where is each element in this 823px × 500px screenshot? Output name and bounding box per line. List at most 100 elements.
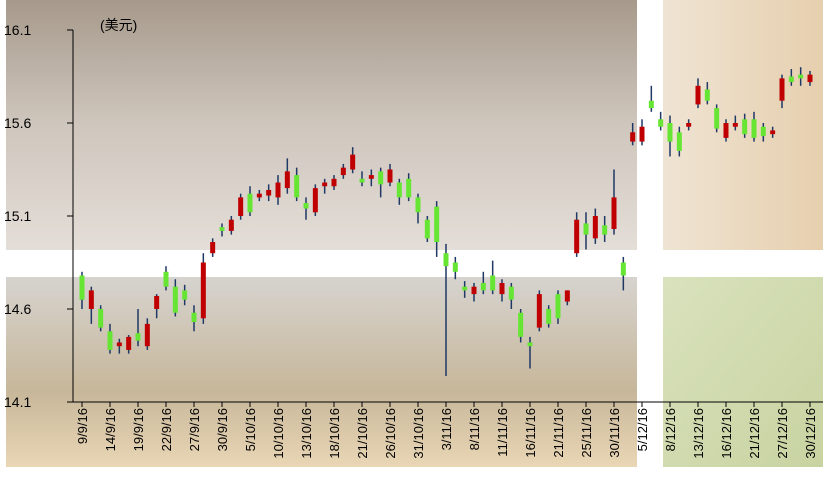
x-tick-label: 13/10/16 xyxy=(299,408,314,459)
x-tick-label: 8/12/16 xyxy=(663,408,678,451)
candle-body xyxy=(154,295,160,309)
candle-body xyxy=(583,223,589,235)
candle-body xyxy=(88,290,94,309)
candle-body xyxy=(116,342,122,347)
candle-body xyxy=(732,123,738,127)
y-tick-label: 15.6 xyxy=(4,115,31,131)
x-tick-label: 30/9/16 xyxy=(215,408,230,451)
y-tick-label: 14.6 xyxy=(4,301,31,317)
candle-body xyxy=(303,202,309,209)
x-tick-label: 21/11/16 xyxy=(551,408,566,458)
x-tick-label: 25/11/16 xyxy=(579,408,594,458)
x-tick-label: 18/10/16 xyxy=(327,408,342,459)
x-tick-label: 27/12/16 xyxy=(775,408,790,459)
candle-body xyxy=(331,178,337,187)
candle-body xyxy=(592,216,598,239)
candle-body xyxy=(630,132,636,142)
candle-body xyxy=(751,119,757,138)
x-tick-label: 21/12/16 xyxy=(747,408,762,459)
x-tick-label: 3/11/16 xyxy=(439,408,454,450)
candle-body xyxy=(480,282,486,291)
candle-body xyxy=(667,123,673,142)
candle-body xyxy=(434,206,440,243)
x-tick-label: 30/11/16 xyxy=(607,408,622,458)
candle-body xyxy=(144,323,150,347)
candle-body xyxy=(546,309,552,324)
candle-body xyxy=(611,197,617,230)
candle-body xyxy=(312,188,318,213)
candle-body xyxy=(238,197,244,216)
x-tick-label: 5/10/16 xyxy=(243,408,258,451)
x-tick-label: 9/9/16 xyxy=(75,408,90,444)
candle-body xyxy=(648,100,654,109)
candle-body xyxy=(462,286,468,291)
candle-body xyxy=(107,331,113,350)
x-tick-label: 16/12/16 xyxy=(719,408,734,459)
x-tick-label: 27/9/16 xyxy=(187,408,202,451)
candle-body xyxy=(424,219,430,239)
candle-body xyxy=(294,175,300,198)
candle-body xyxy=(686,123,692,127)
candle-body xyxy=(256,193,262,198)
candle-body xyxy=(284,171,290,189)
x-tick-label: 22/9/16 xyxy=(159,408,174,451)
candle-body xyxy=(359,178,365,183)
candle-body xyxy=(163,271,169,287)
candle-body xyxy=(658,119,664,127)
candle-body xyxy=(126,336,132,350)
x-tick-label: 19/9/16 xyxy=(131,408,146,451)
candle-body xyxy=(555,294,561,319)
candle-body xyxy=(172,286,178,313)
candle-body xyxy=(415,197,421,213)
candle-body xyxy=(322,182,328,187)
candle-body xyxy=(499,282,505,295)
candle-body xyxy=(443,253,449,267)
x-tick-label: 13/12/16 xyxy=(691,408,706,459)
candle-body xyxy=(564,290,570,302)
candle-body xyxy=(490,275,496,291)
candle-body xyxy=(527,342,533,347)
candle-body xyxy=(406,178,412,198)
candle-body xyxy=(536,294,542,328)
candle-body xyxy=(210,242,216,254)
candle-body xyxy=(695,85,701,105)
y-tick-label: 15.1 xyxy=(4,208,31,224)
y-tick-label: 14.1 xyxy=(4,394,31,410)
candle-body xyxy=(247,193,253,213)
candle-body xyxy=(676,132,682,151)
x-tick-label: 8/11/16 xyxy=(467,408,482,450)
candle-body xyxy=(779,78,785,101)
candle-body xyxy=(508,286,514,300)
y-tick-label: 16.1 xyxy=(4,22,31,38)
candle-body xyxy=(191,312,197,323)
x-tick-label: 26/10/16 xyxy=(383,408,398,459)
candle-body xyxy=(704,89,710,101)
candle-body xyxy=(98,309,104,328)
x-tick-label: 11/11/16 xyxy=(495,408,510,457)
x-tick-label: 10/10/16 xyxy=(271,408,286,459)
x-tick-label: 16/11/16 xyxy=(523,408,538,458)
x-tick-label: 21/10/16 xyxy=(355,408,370,459)
candle-body xyxy=(723,123,729,138)
candle-body xyxy=(788,76,794,83)
candle-body xyxy=(742,119,748,135)
candle-body xyxy=(518,312,524,337)
candle-body xyxy=(807,74,813,83)
candle-body xyxy=(770,130,776,135)
candle-body xyxy=(602,225,608,235)
candle-body xyxy=(378,171,384,185)
candle-body xyxy=(275,182,281,198)
candle-body xyxy=(182,290,188,300)
candle-body xyxy=(452,262,458,272)
candle-body xyxy=(266,189,272,196)
unit-label: (美元) xyxy=(100,17,137,33)
x-tick-label: 5/12/16 xyxy=(635,408,650,451)
candle-body xyxy=(639,126,645,142)
candle-body xyxy=(396,182,402,198)
candle-body xyxy=(340,167,346,176)
candle-body xyxy=(471,286,477,295)
candle-body xyxy=(387,169,393,183)
x-tick-label: 14/9/16 xyxy=(103,408,118,451)
candle-body xyxy=(714,108,720,129)
